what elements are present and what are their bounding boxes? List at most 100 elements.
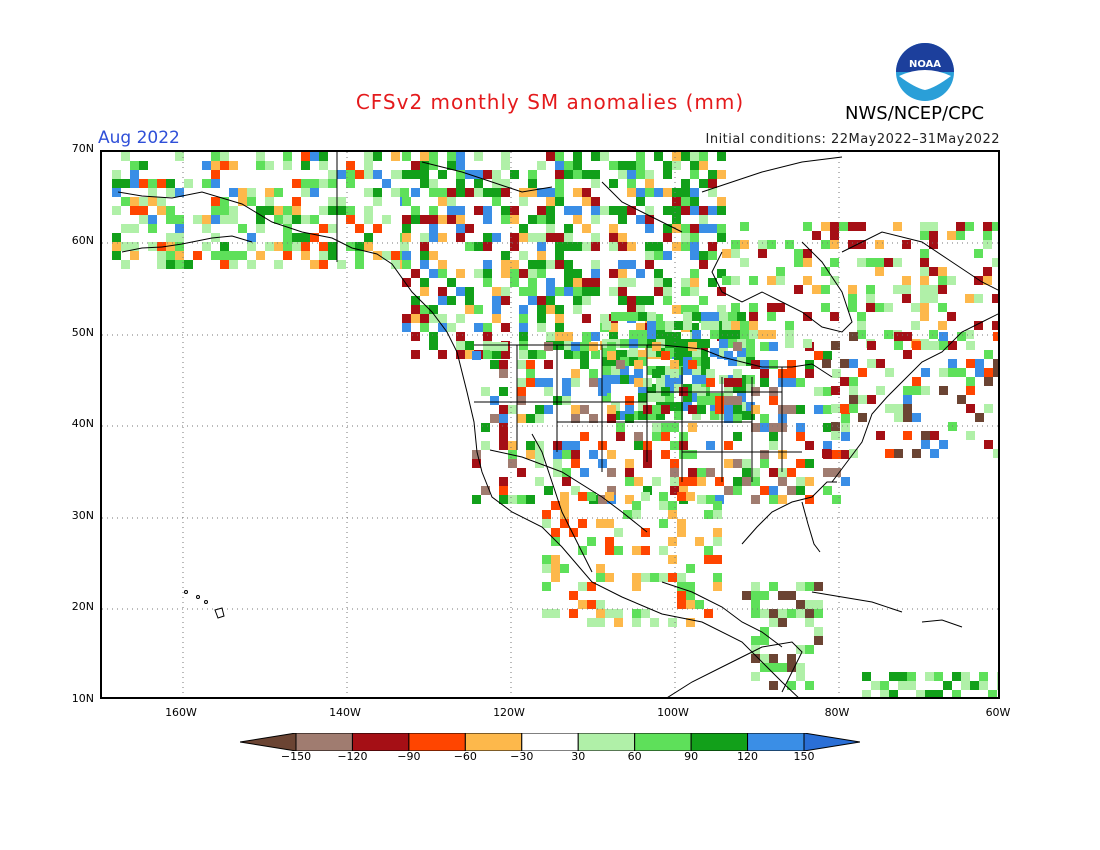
- anomaly-cell: [787, 405, 796, 414]
- anomaly-cell: [902, 240, 911, 249]
- anomaly-cell: [652, 342, 661, 351]
- anomaly-cell: [688, 468, 697, 477]
- anomaly-cell: [821, 240, 830, 249]
- anomaly-cell: [508, 495, 517, 504]
- anomaly-cell: [546, 197, 555, 206]
- anomaly-cell: [175, 224, 184, 233]
- anomaly-cell: [654, 278, 663, 287]
- anomaly-cell: [510, 269, 519, 278]
- anomaly-cell: [665, 375, 674, 384]
- anomaly-cell: [627, 206, 636, 215]
- anomaly-cell: [510, 170, 519, 179]
- anomaly-cell: [400, 188, 409, 197]
- anomaly-cell: [805, 645, 814, 654]
- anomaly-cell: [699, 161, 708, 170]
- anomaly-cell: [751, 645, 760, 654]
- anomaly-cell: [564, 260, 573, 269]
- anomaly-cell: [546, 224, 555, 233]
- anomaly-cell: [429, 269, 438, 278]
- anomaly-cell: [587, 600, 596, 609]
- legend-tick-label: 60: [627, 750, 642, 763]
- anomaly-cell: [555, 242, 564, 251]
- anomaly-cell: [665, 339, 674, 348]
- anomaly-cell: [546, 305, 555, 314]
- anomaly-cell: [719, 330, 728, 339]
- anomaly-cell: [391, 170, 400, 179]
- anomaly-cell: [139, 206, 148, 215]
- anomaly-cell: [760, 591, 769, 600]
- anomaly-cell: [573, 242, 582, 251]
- anomaly-cell: [965, 294, 974, 303]
- anomaly-cell: [283, 224, 292, 233]
- anomaly-cell: [499, 360, 508, 369]
- anomaly-cell: [569, 609, 578, 618]
- anomaly-cell: [238, 188, 247, 197]
- anomaly-cell: [472, 351, 481, 360]
- anomaly-cell: [677, 591, 686, 600]
- anomaly-cell: [769, 654, 778, 663]
- anomaly-cell: [614, 528, 623, 537]
- anomaly-cell: [701, 321, 710, 330]
- anomaly-cell: [573, 215, 582, 224]
- anomaly-cell: [573, 350, 582, 359]
- anomaly-cell: [674, 384, 683, 393]
- anomaly-cell: [692, 312, 701, 321]
- anomaly-cell: [701, 366, 710, 375]
- anomaly-cell: [573, 188, 582, 197]
- anomaly-cell: [920, 285, 929, 294]
- anomaly-cell: [148, 197, 157, 206]
- anomaly-cell: [607, 468, 616, 477]
- anomaly-cell: [722, 276, 731, 285]
- anomaly-cell: [609, 287, 618, 296]
- anomaly-cell: [301, 242, 310, 251]
- anomaly-cell: [517, 495, 526, 504]
- anomaly-cell: [636, 296, 645, 305]
- anomaly-cell: [934, 672, 943, 681]
- anomaly-cell: [769, 432, 778, 441]
- anomaly-cell: [686, 492, 695, 501]
- anomaly-cell: [674, 348, 683, 357]
- anomaly-cell: [661, 423, 670, 432]
- anomaly-cell: [848, 303, 857, 312]
- anomaly-cell: [661, 351, 670, 360]
- anomaly-cell: [690, 233, 699, 242]
- anomaly-cell: [751, 654, 760, 663]
- anomaly-cell: [894, 404, 903, 413]
- anomaly-cell: [728, 339, 737, 348]
- anomaly-cell: [663, 161, 672, 170]
- anomaly-cell: [319, 251, 328, 260]
- anomaly-cell: [672, 206, 681, 215]
- anomaly-cell: [528, 215, 537, 224]
- anomaly-cell: [508, 405, 517, 414]
- anomaly-cell: [787, 378, 796, 387]
- lat-label-20n: 20N: [71, 600, 94, 613]
- anomaly-cell: [894, 449, 903, 458]
- anomaly-cell: [112, 251, 121, 260]
- anomaly-cell: [984, 350, 993, 359]
- anomaly-cell: [665, 321, 674, 330]
- anomaly-cell: [573, 206, 582, 215]
- anomaly-cell: [130, 242, 139, 251]
- anomaly-cell: [130, 224, 139, 233]
- anomaly-cell: [938, 321, 947, 330]
- anomaly-cell: [652, 423, 661, 432]
- anomaly-cell: [814, 609, 823, 618]
- legend-swatch: [747, 732, 805, 752]
- anomaly-cell: [578, 519, 587, 528]
- anomaly-cell: [857, 321, 866, 330]
- anomaly-cell: [769, 609, 778, 618]
- anomaly-cell: [733, 405, 742, 414]
- anomaly-cell: [605, 492, 614, 501]
- anomaly-cell: [562, 450, 571, 459]
- anomaly-cell: [605, 537, 614, 546]
- anomaly-cell: [652, 477, 661, 486]
- anomaly-cell: [148, 179, 157, 188]
- anomaly-cell: [929, 285, 938, 294]
- anomaly-cell: [551, 501, 560, 510]
- anomaly-cell: [499, 486, 508, 495]
- anomaly-cell: [708, 188, 717, 197]
- anomaly-cell: [519, 251, 528, 260]
- anomaly-cell: [638, 393, 647, 402]
- anomaly-cell: [537, 269, 546, 278]
- anomaly-cell: [589, 342, 598, 351]
